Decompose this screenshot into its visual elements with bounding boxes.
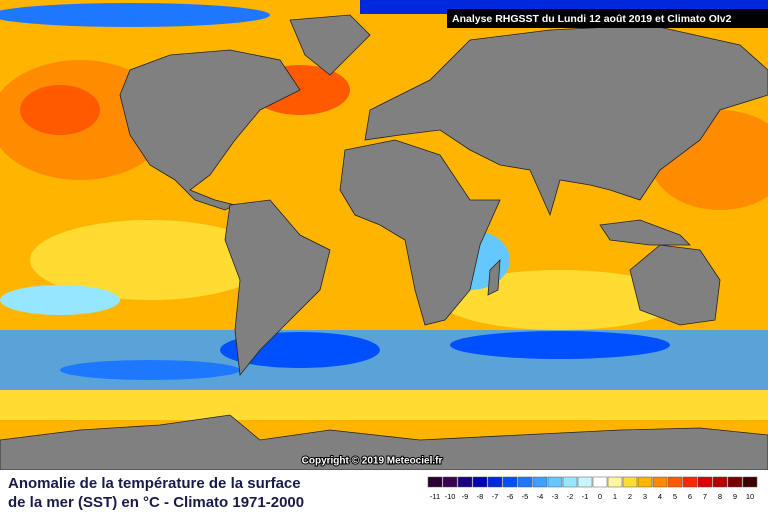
legend-swatch: [517, 476, 533, 488]
legend-label: 5: [673, 492, 677, 501]
legend-swatch: [712, 476, 728, 488]
legend-label: 10: [746, 492, 754, 501]
legend-swatch: [607, 476, 623, 488]
continents: [0, 14, 768, 471]
legend-swatch: [442, 476, 458, 488]
header-title: Analyse RHGSST du Lundi 12 août 2019 et …: [452, 13, 732, 25]
legend-swatch: [727, 476, 743, 488]
legend-swatch: [667, 476, 683, 488]
legend-swatch: [547, 476, 563, 488]
legend-swatch: [457, 476, 473, 488]
legend-label: -7: [492, 492, 499, 501]
legend-swatch: [427, 476, 443, 488]
legend-swatch: [697, 476, 713, 488]
legend-label: -5: [522, 492, 529, 501]
legend-label: 0: [598, 492, 602, 501]
legend-label: -2: [567, 492, 574, 501]
legend-label: -6: [507, 492, 514, 501]
legend-swatch: [562, 476, 578, 488]
legend-swatch: [487, 476, 503, 488]
legend-label: 9: [733, 492, 737, 501]
legend-swatch: [622, 476, 638, 488]
legend-label: 7: [703, 492, 707, 501]
legend-label: 3: [643, 492, 647, 501]
legend-label: -1: [582, 492, 589, 501]
color-legend: -11 -10 -9 -8 -7 -6 -5 -4 -3 -2 -1 0 1 2 3 4 5 6 7 8 9 10: [427, 476, 758, 501]
legend-label: 8: [718, 492, 722, 501]
legend-swatch: [742, 476, 758, 488]
legend-swatch: [637, 476, 653, 488]
legend-label: 6: [688, 492, 692, 501]
legend-label: 1: [613, 492, 617, 501]
header-box: [447, 9, 768, 28]
legend-label: -3: [552, 492, 559, 501]
legend-label: 4: [658, 492, 662, 501]
legend-label: 2: [628, 492, 632, 501]
legend-swatch: [532, 476, 548, 488]
caption-line: Anomalie de la température de la surface: [8, 475, 301, 492]
copyright: Copyright © 2019 Meteociel.fr: [302, 456, 443, 467]
legend-label: -10: [445, 492, 456, 501]
legend-label: -9: [462, 492, 469, 501]
legend-swatch: [682, 476, 698, 488]
caption-line: de la mer (SST) en °C - Climato 1971-200…: [8, 494, 304, 511]
legend-swatch: [502, 476, 518, 488]
legend-swatch: [472, 476, 488, 488]
legend-swatch: [577, 476, 593, 488]
legend-label: -4: [537, 492, 544, 501]
legend-swatch: [592, 476, 608, 488]
legend-swatch: [652, 476, 668, 488]
legend-label: -11: [430, 492, 440, 501]
legend-label: -8: [477, 492, 484, 501]
